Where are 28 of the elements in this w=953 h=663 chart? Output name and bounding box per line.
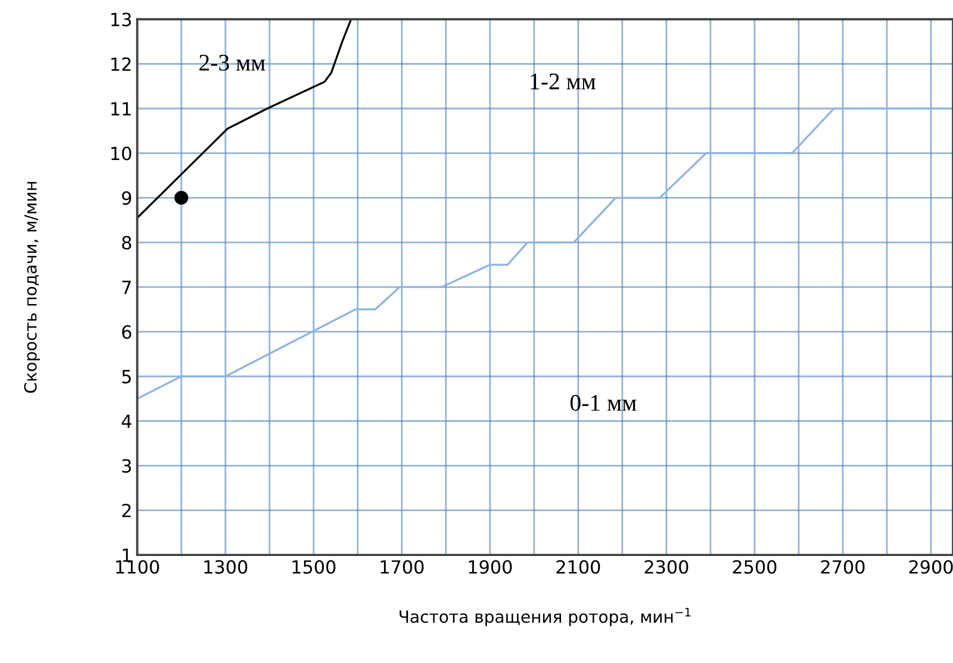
annotation: 2-3 мм	[199, 54, 266, 71]
y-tick-label: 2	[122, 504, 131, 518]
x-tick-label: 2700	[821, 560, 865, 574]
y-axis-title: Скорость подачи, м/мин	[24, 182, 40, 393]
x-tick-label: 1300	[204, 560, 248, 574]
x-axis-title: Частота вращения ротора, мин$^{−1}$	[400, 608, 690, 626]
x-tick-label: 1500	[292, 560, 336, 574]
y-tick-label: 10	[111, 146, 132, 160]
annotation: 1-2 мм	[530, 74, 596, 90]
line-series	[137, 19, 352, 219]
x-tick-label: 2100	[556, 560, 600, 574]
y-tick-label: 12	[111, 57, 131, 71]
x-tick-label: 2500	[732, 560, 776, 574]
x-tick-label: 1100	[116, 560, 160, 574]
y-tick-label: 6	[122, 325, 132, 339]
y-tick-label: 13	[111, 12, 131, 26]
x-tick-label: 1700	[380, 560, 424, 574]
y-tick-label: 11	[111, 102, 131, 116]
y-tick-label: 7	[122, 280, 131, 294]
annotation: 0-1 мм	[570, 394, 636, 411]
x-tick-label: 1900	[469, 560, 512, 574]
y-tick-label: 8	[122, 236, 132, 250]
y-tick-label: 9	[122, 191, 132, 205]
y-tick-label: 3	[122, 459, 131, 473]
y-tick-label: 5	[122, 370, 131, 384]
x-tick-label: 2900	[909, 560, 953, 574]
y-tick-label: 4	[122, 414, 132, 428]
x-tick-label: 2300	[644, 560, 688, 574]
